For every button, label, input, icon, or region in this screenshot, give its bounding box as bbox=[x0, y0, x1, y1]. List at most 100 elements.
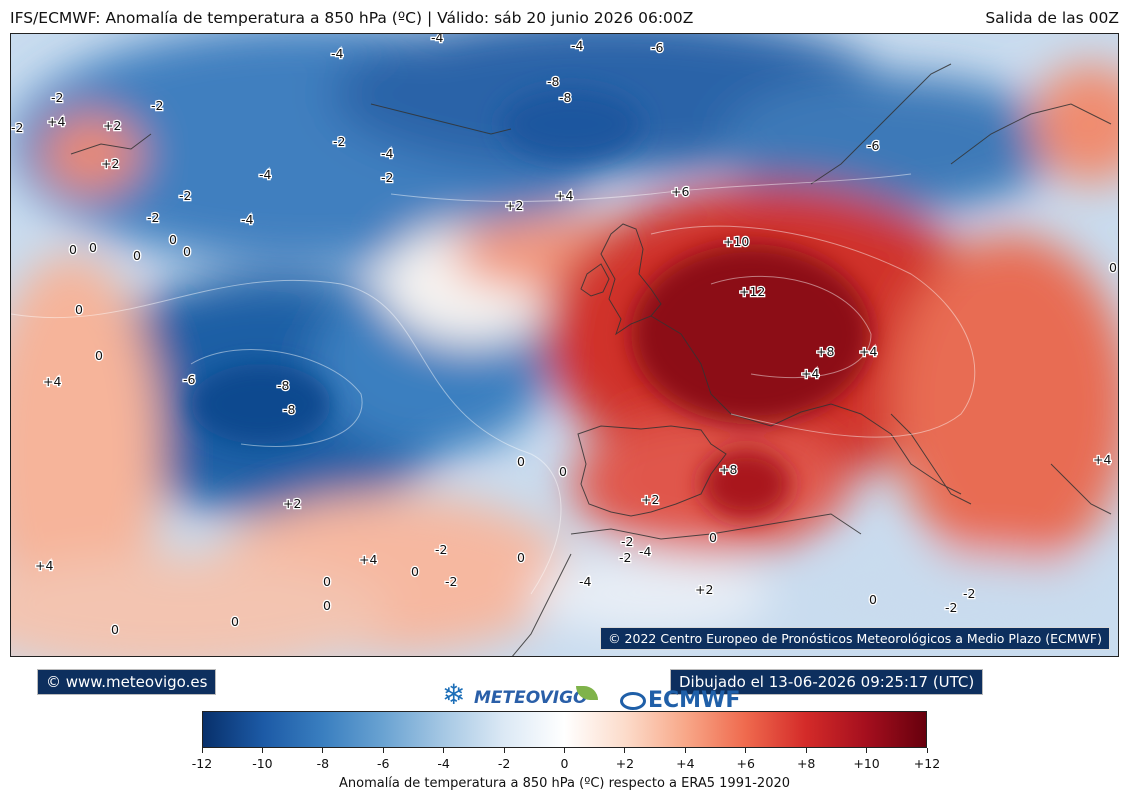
contour-label: 0 bbox=[709, 530, 717, 545]
coastlines bbox=[70, 63, 1112, 656]
colorbar-tick-label: +2 bbox=[615, 756, 635, 771]
colorbar-ticks: -12 -10 -8 -6 -4 -2 0 +2 +4 +6 +8 +10 +12 bbox=[192, 748, 940, 778]
contour-label: +10 bbox=[723, 234, 749, 249]
drawn-timestamp: Dibujado el 13-06-2026 09:25:17 (UTC) bbox=[670, 669, 984, 695]
contour-label: 0 bbox=[517, 454, 525, 469]
colorbar-tick bbox=[805, 748, 807, 753]
contour-label: -4 bbox=[381, 146, 394, 161]
run-label: Salida de las 00Z bbox=[985, 9, 1119, 27]
colorbar-tick bbox=[564, 748, 565, 753]
contour-label: +4 bbox=[35, 558, 53, 573]
colorbar-tick-label: -8 bbox=[316, 756, 330, 771]
contour-label: +2 bbox=[103, 118, 121, 133]
contour-label: 0 bbox=[69, 242, 77, 257]
colorbar-tick-label: +6 bbox=[736, 756, 755, 771]
contour-label: +8 bbox=[719, 462, 737, 477]
colorbar-tick bbox=[745, 748, 747, 753]
contour-label: +12 bbox=[739, 284, 765, 299]
anomaly-core bbox=[191, 89, 871, 519]
colorbar-tick-label: +8 bbox=[796, 756, 816, 771]
contour-label: -2 bbox=[333, 134, 345, 149]
colorbar-tick-label: -6 bbox=[377, 756, 390, 771]
ecmwf-logo-icon bbox=[620, 692, 646, 710]
colorbar-tick bbox=[201, 748, 203, 753]
contour-label: +2 bbox=[505, 198, 523, 213]
colorbar-tick-label: -10 bbox=[252, 756, 273, 771]
colorbar-tick bbox=[261, 748, 263, 753]
meteovigo-logo: METEOVIGO bbox=[474, 688, 588, 708]
contour-label: -8 bbox=[277, 378, 290, 393]
colorbar-tick bbox=[322, 748, 324, 753]
snowflake-icon: ❄ bbox=[442, 678, 466, 711]
contour-label: +4 bbox=[43, 374, 61, 389]
colorbar-tick-label: +10 bbox=[853, 756, 880, 771]
contour-lines bbox=[11, 173, 976, 595]
contour-label: +2 bbox=[641, 492, 659, 507]
contour-label: -6 bbox=[867, 138, 880, 153]
contour-label: -2 bbox=[435, 542, 447, 557]
contour-label: 0 bbox=[169, 232, 177, 247]
site-credit: © www.meteovigo.es bbox=[37, 669, 217, 695]
contour-label: +2 bbox=[283, 496, 301, 511]
contour-label: -2 bbox=[945, 600, 957, 615]
contour-label: 0 bbox=[75, 302, 83, 317]
contour-label: 0 bbox=[323, 598, 331, 613]
anomaly-map: -4 -4 -6 -2 -2 +4 +2 +2 -2 -4 -8 -8 -2 -… bbox=[11, 34, 1118, 656]
contour-label: 0 bbox=[133, 248, 141, 263]
contour-label: 0 bbox=[95, 348, 103, 363]
contour-label: -8 bbox=[547, 74, 560, 89]
contour-label: -2 bbox=[445, 574, 457, 589]
contour-label: +4 bbox=[359, 552, 377, 567]
colorbar-tick-label: -12 bbox=[191, 756, 213, 771]
contour-label: -2 bbox=[51, 90, 63, 105]
contour-label: -2 bbox=[963, 586, 975, 601]
contour-label: -4 bbox=[571, 38, 584, 53]
colorbar-tick bbox=[624, 748, 626, 753]
contour-label: -4 bbox=[579, 574, 592, 589]
colorbar-tick-label: +4 bbox=[676, 756, 695, 771]
ecmwf-logo: ECMWF bbox=[648, 688, 741, 713]
contour-label: -8 bbox=[559, 90, 572, 105]
contour-label: -2 bbox=[619, 550, 631, 565]
contour-label: 0 bbox=[559, 464, 567, 479]
contour-label: 0 bbox=[517, 550, 525, 565]
ecmwf-credit: © 2022 Centro Europeo de Pronósticos Met… bbox=[600, 627, 1110, 650]
contour-label: -2 bbox=[381, 170, 393, 185]
contour-label: -2 bbox=[151, 98, 163, 113]
contour-label: +4 bbox=[555, 188, 573, 203]
colorbar-tick bbox=[926, 748, 928, 753]
contour-label: 0 bbox=[1109, 260, 1117, 275]
contour-label: -4 bbox=[241, 212, 254, 227]
contour-label: -4 bbox=[431, 34, 444, 45]
logo-strip: ❄ METEOVIGO ECMWF bbox=[440, 678, 760, 716]
contour-label: -6 bbox=[651, 40, 664, 55]
contour-label: 0 bbox=[323, 574, 331, 589]
colorbar-tick bbox=[503, 748, 505, 753]
colorbar-tick-label: -2 bbox=[497, 756, 511, 771]
map-title: IFS/ECMWF: Anomalía de temperatura a 850… bbox=[10, 9, 694, 27]
contour-label: 0 bbox=[183, 244, 191, 259]
anomaly-field bbox=[11, 34, 1118, 656]
contour-label: +4 bbox=[859, 344, 877, 359]
contour-label: +2 bbox=[101, 156, 119, 171]
contour-label: +6 bbox=[671, 184, 689, 199]
contour-label: -8 bbox=[283, 402, 296, 417]
contour-label: 0 bbox=[111, 622, 119, 637]
colorbar-tick-label: +12 bbox=[913, 756, 941, 771]
contour-label-group: -4 -4 -6 -2 -2 +4 +2 +2 -2 -4 -8 -8 -2 -… bbox=[11, 34, 1118, 638]
contour-label: 0 bbox=[89, 240, 97, 255]
contour-label: +2 bbox=[695, 582, 713, 597]
contour-label: 0 bbox=[869, 592, 877, 607]
contour-label: -2 bbox=[11, 120, 23, 135]
contour-label: -4 bbox=[639, 544, 652, 559]
contour-label: 0 bbox=[411, 564, 419, 579]
contour-label: -2 bbox=[621, 534, 633, 549]
colorbar-tick-label: -4 bbox=[437, 756, 450, 771]
colorbar bbox=[202, 711, 927, 748]
contour-label: -2 bbox=[147, 210, 159, 225]
contour-label: +4 bbox=[1093, 452, 1111, 467]
colorbar-tick bbox=[866, 748, 868, 753]
contour-label: 0 bbox=[231, 614, 239, 629]
contour-label: -4 bbox=[331, 46, 344, 61]
leaf-icon bbox=[576, 686, 598, 700]
